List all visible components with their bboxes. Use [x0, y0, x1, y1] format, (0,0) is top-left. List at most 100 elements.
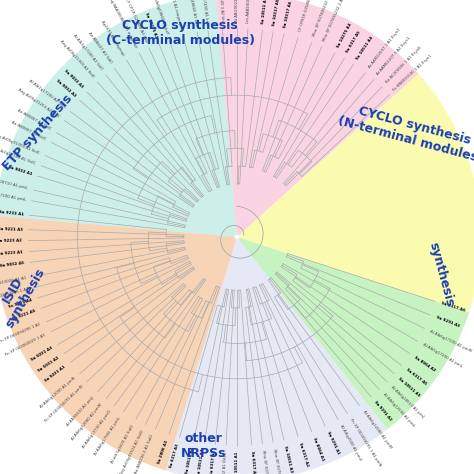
Text: Al ath3g3420 A1 SidO: Al ath3g3420 A1 SidO: [110, 424, 135, 464]
Text: Sa 6317 A4: Sa 6317 A4: [250, 451, 255, 474]
Text: Al Alb2g17200 A1 SidC: Al Alb2g17200 A1 SidC: [0, 146, 36, 165]
Text: Ang Ar06g01309 A3 SidC: Ang Ar06g01309 A3 SidC: [59, 39, 95, 79]
Text: ETP synthesis: ETP synthesis: [0, 92, 75, 173]
Text: Mno XP 007829232 A3 DitL1: Mno XP 007829232 A3 DitL1: [273, 448, 286, 474]
Text: CF CP1R G25880 A3 kxb: CF CP1R G25880 A3 kxb: [124, 0, 148, 43]
Text: Al Alb6g13730 A1 pesG: Al Alb6g13730 A1 pesG: [82, 410, 112, 449]
Text: Ap2670 A1 outgroup: Ap2670 A1 outgroup: [100, 19, 125, 56]
Text: Sa 9233 A1: Sa 9233 A1: [0, 210, 24, 217]
Text: Sa 9032 A5: Sa 9032 A5: [0, 261, 24, 268]
Text: Al Alb5g48660 A1 kxb: Al Alb5g48660 A1 kxb: [186, 0, 198, 27]
Text: CF CPR1R G25860 1 A3 khb: CF CPR1R G25860 1 A3 khb: [298, 0, 318, 32]
Text: Sa 6317 A3: Sa 6317 A3: [169, 443, 180, 468]
Text: Sa 10317 A6: Sa 10317 A6: [283, 0, 293, 28]
Text: An AN8236 2 A1 SidO: An AN8236 2 A1 SidO: [135, 434, 155, 474]
Text: Lm AAB20009 1 A2 khb: Lm AAB20009 1 A2 khb: [246, 0, 253, 23]
Text: Sa 9032 A2: Sa 9032 A2: [55, 78, 76, 98]
Text: An AN9807 A2 SidC: An AN9807 A2 SidC: [17, 109, 52, 131]
Text: Al Alb2g03549 1 A2 khb: Al Alb2g03549 1 A2 khb: [217, 0, 224, 23]
Text: An AN9807 A1 SidC: An AN9807 A1 SidC: [10, 120, 46, 141]
Text: Sa 9032 A1: Sa 9032 A1: [8, 165, 32, 176]
Text: As 1 EES33000 A1 A1: As 1 EES33000 A1 A1: [0, 276, 27, 288]
Text: Al Alb5g12000 A1 pmN: Al Alb5g12000 A1 pmN: [39, 376, 76, 409]
Text: Pn XP 003094295 1 A1: Pn XP 003094295 1 A1: [0, 322, 42, 345]
Text: other
NRPSs: other NRPSs: [181, 431, 227, 460]
Text: Sa 6317 A5: Sa 6317 A5: [346, 31, 362, 54]
Text: Mno XP 007836232 2 A5 Ob-C5y: Mno XP 007836232 2 A5 Ob-C5y: [322, 0, 352, 42]
Wedge shape: [238, 238, 469, 429]
Wedge shape: [216, 0, 419, 236]
Text: Sa 9291 A2: Sa 9291 A2: [374, 400, 392, 422]
Text: Sa 9223 A1: Sa 9223 A1: [0, 250, 23, 255]
Wedge shape: [0, 0, 237, 237]
Text: Al Al6g2000 A1 pmU: Al Al6g2000 A1 pmU: [339, 424, 363, 461]
Text: Al Alb6g18510 A1 pesJ: Al Alb6g18510 A1 pesJ: [390, 385, 425, 418]
Text: At AAM12007 1 A1 Esyn1: At AAM12007 1 A1 Esyn1: [368, 27, 401, 69]
Text: Sa 10551 A3: Sa 10551 A3: [283, 446, 293, 473]
Text: Pn XP 003094291 1 A1 pmN: Pn XP 003094291 1 A1 pmN: [349, 418, 382, 467]
Text: Mno XP 007829232 A4 DitL1: Mno XP 007829232 A4 DitL1: [261, 450, 272, 474]
Text: Pn XP 003094291 A1 pmN: Pn XP 003094291 A1 pmN: [44, 385, 84, 423]
Text: Sa 9032 A3: Sa 9032 A3: [64, 69, 84, 89]
Text: Al Alb6g12080 A2 pmM: Al Alb6g12080 A2 pmM: [72, 402, 103, 441]
Text: Ss 9221 A5: Ss 9221 A5: [12, 309, 36, 320]
Wedge shape: [239, 73, 474, 312]
Text: Sa 6317 A6: Sa 6317 A6: [441, 301, 465, 313]
Text: Sa 10511 A2: Sa 10511 A2: [185, 447, 194, 474]
Text: Sa 9223 A2: Sa 9223 A2: [0, 239, 22, 243]
Text: CYCLO synthesis
(C-terminal modules): CYCLO synthesis (C-terminal modules): [106, 19, 255, 47]
Text: At ABG90222 A1 khb: At ABG90222 A1 khb: [235, 0, 239, 22]
Text: Al Alb1g17200 A2 SidC: Al Alb1g17200 A2 SidC: [28, 79, 67, 109]
Text: Sa 6317 A2: Sa 6317 A2: [298, 442, 309, 467]
Text: CYCLO synthesis
(N-terminal modules): CYCLO synthesis (N-terminal modules): [337, 100, 474, 165]
Text: Sa 9291 A3: Sa 9291 A3: [435, 316, 460, 328]
Text: Ss 9221 A4: Ss 9221 A4: [8, 298, 32, 309]
Text: Al Alb3g17200 A3 SidC: Al Alb3g17200 A3 SidC: [72, 34, 103, 72]
Wedge shape: [0, 216, 237, 470]
Text: Sa 9221 A3: Sa 9221 A3: [0, 227, 22, 231]
Text: hm XP 007829232 A1 DitL1: hm XP 007829232 A1 DitL1: [221, 451, 228, 474]
Text: Bo AC200905 1 A1 Esyn8: Bo AC200905 1 A1 Esyn8: [385, 46, 422, 84]
Text: Al Alb2g00710 A1 pesL: Al Alb2g00710 A1 pesL: [0, 176, 28, 191]
Text: Sa 5031 A3: Sa 5031 A3: [31, 346, 54, 362]
Text: Ang Ar03g03526 A1 SidO: Ang Ar03g03526 A1 SidO: [119, 429, 145, 474]
Text: Sa 8064 A1: Sa 8064 A1: [312, 437, 325, 461]
Text: Nb XP 003094295 1 A1: Nb XP 003094295 1 A1: [0, 287, 29, 302]
Text: Al Alb2g17200 A1 pesL: Al Alb2g17200 A1 pesL: [0, 190, 26, 201]
Text: Ang Ar06g01200 A2 SidC: Ang Ar06g01200 A2 SidC: [17, 88, 60, 118]
Text: Sa 6317 A5: Sa 6317 A5: [405, 368, 427, 386]
Text: Al Alb6g27450 A1 kxb: Al Alb6g27450 A1 kxb: [199, 0, 209, 25]
Text: Sa 10275 A4: Sa 10275 A4: [336, 22, 352, 48]
Text: Sa 6317 A1: Sa 6317 A1: [210, 450, 217, 474]
Text: Al Alb6g17950 A1 pesL: Al Alb6g17950 A1 pesL: [94, 416, 122, 456]
Text: Sa 10511 A4: Sa 10511 A4: [356, 35, 374, 60]
Text: Sa 10317 A5: Sa 10317 A5: [273, 0, 281, 26]
Text: An AN6607 A3 SidC: An AN6607 A3 SidC: [87, 31, 112, 64]
Text: Pn XP 003060029 1 A1: Pn XP 003060029 1 A1: [5, 333, 46, 356]
Wedge shape: [165, 239, 387, 474]
Text: Sa 2806 A1: Sa 2806 A1: [157, 439, 169, 464]
Text: Al Alb6g17200 A1 pmM: Al Alb6g17200 A1 pmM: [429, 329, 472, 353]
Text: Sa 10511 A5: Sa 10511 A5: [398, 376, 421, 397]
Text: Sa 10511 A5: Sa 10511 A5: [261, 0, 268, 24]
Text: Al Alb6g59860 A1 kxP: Al Alb6g59860 A1 kxP: [151, 0, 169, 35]
Text: Sa 8064 A2: Sa 8064 A2: [414, 356, 437, 373]
Text: Al Alb5g12590 A1 pesL: Al Alb5g12590 A1 pesL: [382, 392, 416, 428]
Text: Sa 9291 A1: Sa 9291 A1: [326, 431, 340, 455]
Text: Sa 10275 A1: Sa 10275 A1: [145, 12, 158, 39]
Text: At AAM61207 1 A2 Esyn1: At AAM61207 1 A2 Esyn1: [376, 36, 412, 76]
Text: Al AN99610 A1 pesJ: Al AN99610 A1 pesJ: [66, 395, 95, 427]
Text: Sa 10511 A1: Sa 10511 A1: [235, 452, 239, 474]
Text: ISID
synthesis: ISID synthesis: [0, 258, 48, 330]
Text: Sa 10511 A3: Sa 10511 A3: [197, 449, 205, 474]
Text: Al Alb5g17200 A1 pmL: Al Alb5g17200 A1 pmL: [422, 343, 463, 368]
Text: Sa 5031 A2: Sa 5031 A2: [37, 356, 60, 373]
Text: Sa 5031 A1: Sa 5031 A1: [45, 365, 67, 383]
Text: Al Alb6g12080 A1 pmM: Al Alb6g12080 A1 pmM: [362, 410, 392, 449]
Text: Mno XP 007836232 2 A5 Ob-C5y: Mno XP 007836232 2 A5 Ob-C5y: [312, 0, 339, 37]
Text: synthesis: synthesis: [426, 241, 456, 309]
Text: Fo KN8091500 1 A1 Esyn1: Fo KN8091500 1 A1 Esyn1: [392, 54, 433, 92]
Text: Yr AAC98931 1 A1 magnopae: Yr AAC98931 1 A1 magnopae: [164, 0, 183, 30]
Text: Ag BAA36586 1 A1 outgroup: Ag BAA36586 1 A1 outgroup: [108, 0, 138, 48]
Text: Ang Ar06g01309 A1 SidC: Ang Ar06g01309 A1 SidC: [0, 132, 40, 155]
